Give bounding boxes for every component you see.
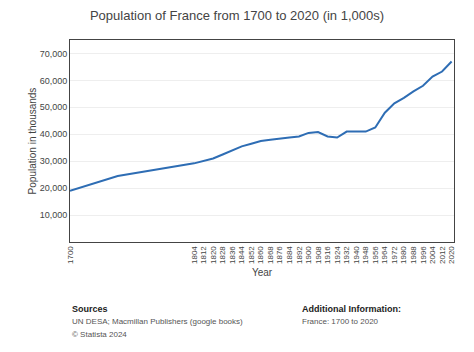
- svg-text:1892: 1892: [295, 246, 304, 264]
- svg-text:1844: 1844: [237, 246, 246, 264]
- svg-text:40,000: 40,000: [40, 129, 68, 139]
- svg-text:2020: 2020: [447, 246, 456, 264]
- svg-text:20,000: 20,000: [40, 183, 68, 193]
- svg-text:Sources: Sources: [72, 304, 108, 314]
- svg-text:30,000: 30,000: [40, 156, 68, 166]
- svg-text:France: 1700 to 2020: France: 1700 to 2020: [302, 317, 379, 326]
- svg-text:UN DESA; Macmillan Publishers: UN DESA; Macmillan Publishers (google bo…: [72, 317, 243, 326]
- svg-text:2012: 2012: [438, 246, 447, 264]
- svg-text:10,000: 10,000: [40, 210, 68, 220]
- svg-text:1948: 1948: [361, 246, 370, 264]
- svg-text:1700: 1700: [66, 246, 75, 264]
- svg-text:70,000: 70,000: [40, 49, 68, 59]
- svg-text:1860: 1860: [256, 246, 265, 264]
- svg-text:1964: 1964: [380, 246, 389, 264]
- svg-text:1828: 1828: [218, 246, 227, 264]
- svg-text:60,000: 60,000: [40, 76, 68, 86]
- svg-text:1916: 1916: [323, 246, 332, 264]
- svg-text:1908: 1908: [314, 246, 323, 264]
- svg-text:Year: Year: [252, 267, 273, 278]
- svg-text:1996: 1996: [419, 246, 428, 264]
- svg-text:2004: 2004: [428, 246, 437, 264]
- svg-text:© Statista 2024: © Statista 2024: [72, 330, 127, 339]
- svg-text:1972: 1972: [390, 246, 399, 264]
- svg-text:50,000: 50,000: [40, 102, 68, 112]
- svg-text:1940: 1940: [352, 246, 361, 264]
- svg-text:Additional Information:: Additional Information:: [302, 304, 401, 314]
- svg-text:1820: 1820: [209, 246, 218, 264]
- svg-text:1876: 1876: [275, 246, 284, 264]
- svg-text:1988: 1988: [409, 246, 418, 264]
- svg-text:1932: 1932: [342, 246, 351, 264]
- svg-text:1836: 1836: [228, 246, 237, 264]
- svg-text:1852: 1852: [247, 246, 256, 264]
- svg-text:1924: 1924: [333, 246, 342, 264]
- svg-text:1868: 1868: [266, 246, 275, 264]
- svg-text:1804: 1804: [190, 246, 199, 264]
- svg-text:Population in thousands: Population in thousands: [27, 88, 38, 195]
- svg-text:1980: 1980: [400, 246, 409, 264]
- svg-text:Population of France from 1700: Population of France from 1700 to 2020 (…: [90, 8, 384, 23]
- svg-text:1900: 1900: [304, 246, 313, 264]
- svg-text:1812: 1812: [199, 246, 208, 264]
- svg-text:1956: 1956: [371, 246, 380, 264]
- svg-text:1884: 1884: [285, 246, 294, 264]
